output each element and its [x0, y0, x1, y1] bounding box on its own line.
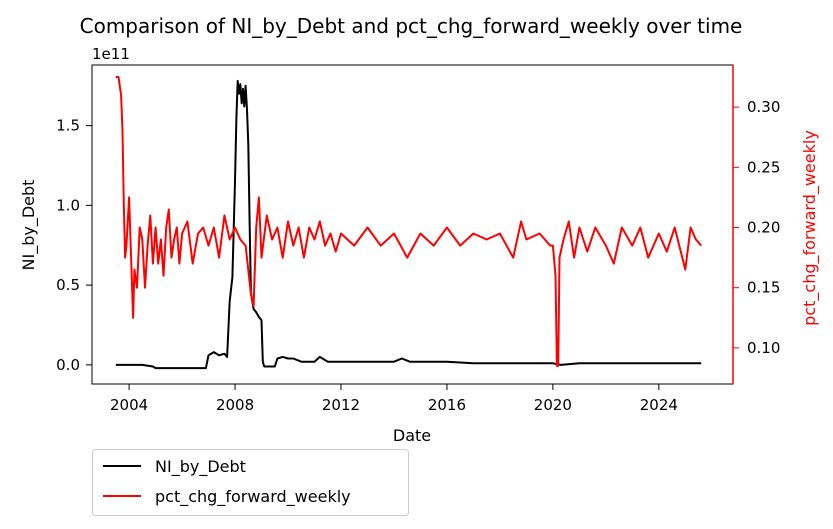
chart-title: Comparison of NI_by_Debt and pct_chg_for…: [80, 14, 743, 38]
y-right-tick-label: 0.25: [747, 158, 780, 176]
pct-chg-forward-weekly-line-group: [115, 76, 702, 367]
legend-label-ni-by-debt: NI_by_Debt: [155, 457, 246, 477]
y-axis-left: 0.0 0.5 1.0 1.5: [56, 117, 92, 374]
plot-area: [91, 64, 734, 385]
y-right-tick-label: 0.10: [747, 339, 780, 357]
y-right-tick-label: 0.30: [747, 98, 780, 116]
legend-frame: [92, 449, 409, 516]
pct-chg-forward-weekly-line: [115, 76, 702, 367]
y-right-tick-label: 0.20: [747, 219, 780, 237]
x-axis: 2004 2008 2012 2016 2020 2024: [110, 384, 678, 414]
x-tick-label: 2012: [322, 396, 360, 414]
legend: NI_by_Debt pct_chg_forward_weekly: [92, 449, 409, 516]
y-left-tick-label: 1.0: [56, 196, 80, 214]
x-tick-label: 2004: [110, 396, 148, 414]
x-axis-label: Date: [393, 426, 431, 445]
y-axis-right: 0.10 0.15 0.20 0.25 0.30: [732, 65, 780, 384]
x-tick-label: 2016: [428, 396, 466, 414]
y-axis-left-offset-text: 1e11: [92, 45, 130, 63]
y-right-tick-label: 0.15: [747, 279, 780, 297]
y-left-tick-label: 1.5: [56, 117, 80, 135]
ni-by-debt-line: [115, 79, 702, 370]
y-left-tick-label: 0.5: [56, 276, 80, 294]
ni-by-debt-line-group: [115, 79, 702, 370]
y-axis-left-label: NI_by_Debt: [19, 180, 39, 271]
x-tick-label: 2008: [216, 396, 254, 414]
legend-label-pct-chg-forward-weekly: pct_chg_forward_weekly: [155, 487, 351, 507]
y-left-tick-label: 0.0: [56, 356, 80, 374]
x-tick-label: 2024: [640, 396, 678, 414]
x-tick-label: 2020: [534, 396, 572, 414]
y-axis-right-label: pct_chg_forward_weekly: [800, 130, 820, 326]
